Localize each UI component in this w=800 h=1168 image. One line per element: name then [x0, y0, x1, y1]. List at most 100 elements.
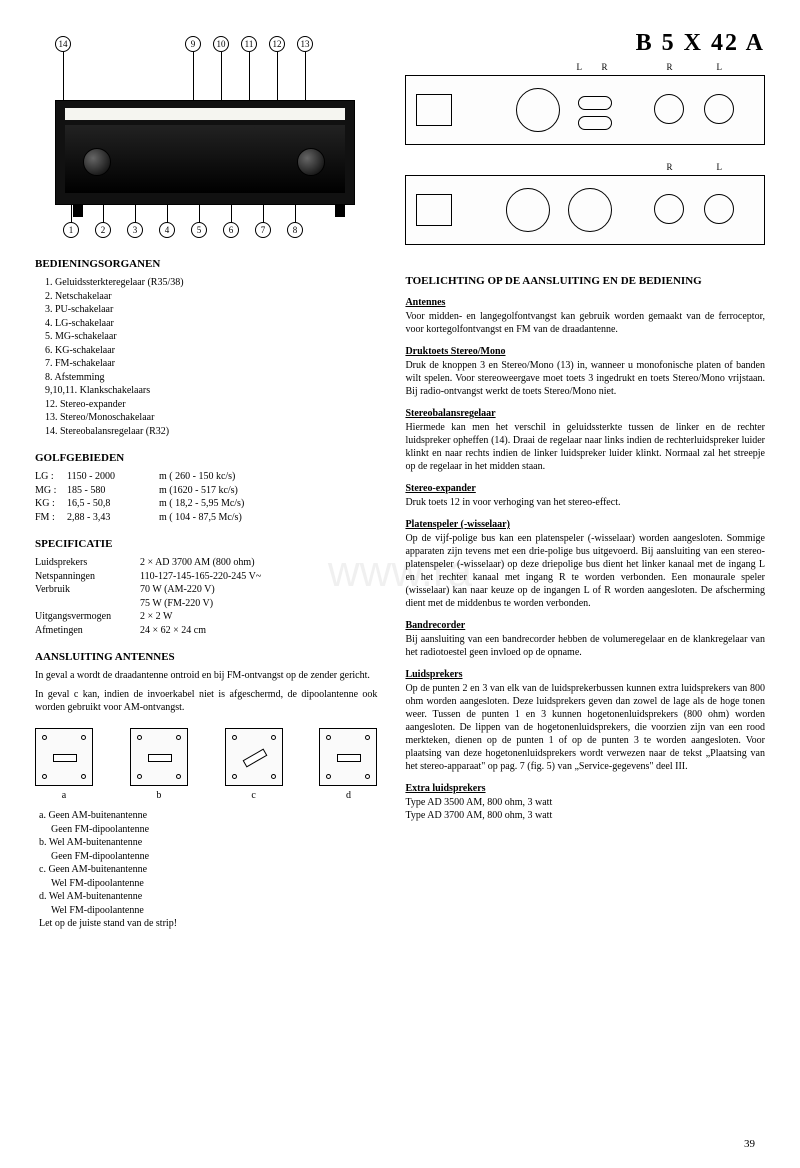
speaker-socket-icon — [654, 194, 684, 224]
radio-dial-strip — [65, 108, 345, 120]
radio-leg — [73, 205, 83, 217]
band-row: LG :1150 - 2000m ( 260 - 150 kc/s) — [35, 470, 377, 484]
control-item: 8. Afstemming — [45, 371, 377, 385]
antenna-legend-item: Let op de juiste stand van de strip! — [39, 917, 377, 931]
callout-line — [135, 205, 136, 223]
model-number: B 5 X 42 A — [405, 30, 765, 57]
control-item: 5. MG-schakelaar — [45, 330, 377, 344]
socket-icon — [416, 194, 452, 226]
label-R: R — [601, 62, 607, 72]
band-row: FM :2,88 - 3,43m ( 104 - 87,5 Mc/s) — [35, 511, 377, 525]
antenna-fig-label: b — [156, 790, 161, 801]
right-main-heading: TOELICHTING OP DE AANSLUITING EN DE BEDI… — [405, 275, 765, 287]
control-item: 4. LG-schakelaar — [45, 317, 377, 331]
body-text: Type AD 3500 AM, 800 ohm, 3 watt Type AD… — [405, 796, 765, 822]
spec-row: Verbruik70 W (AM-220 V) — [35, 583, 377, 597]
callout-line — [263, 205, 264, 223]
callout-1: 1 — [63, 222, 79, 238]
callout-11: 11 — [241, 36, 257, 52]
socket-icon — [416, 94, 452, 126]
antenna-fig-b: b — [130, 728, 188, 801]
antenna-intro-2: In geval c kan, indien de invoerkabel ni… — [35, 688, 377, 714]
sub-balance: Stereobalansregelaar — [405, 408, 765, 419]
control-item: 13. Stereo/Monoschakelaar — [45, 411, 377, 425]
callout-9: 9 — [185, 36, 201, 52]
antenna-legend-item: Geen FM-dipoolantenne — [39, 823, 377, 837]
callout-3: 3 — [127, 222, 143, 238]
control-item: 7. FM-schakelaar — [45, 357, 377, 371]
callout-7: 7 — [255, 222, 271, 238]
antenna-fig-label: d — [346, 790, 351, 801]
sub-expander: Stereo-expander — [405, 483, 765, 494]
antenna-legend-item: Geen FM-dipoolantenne — [39, 850, 377, 864]
body-text: Op de vijf-polige bus kan een platenspel… — [405, 532, 765, 610]
callout-line — [103, 205, 104, 223]
antenna-fig-c: c — [225, 728, 283, 801]
label-R: R — [666, 62, 672, 72]
band-row: MG :185 - 580m (1620 - 517 kc/s) — [35, 484, 377, 498]
callout-line — [277, 52, 278, 100]
antenna-legend-item: Wel FM-dipoolantenne — [39, 904, 377, 918]
control-item: 2. Netschakelaar — [45, 290, 377, 304]
callout-4: 4 — [159, 222, 175, 238]
callout-8: 8 — [287, 222, 303, 238]
callout-line — [231, 205, 232, 223]
spec-row: Netspanningen110-127-145-165-220-245 V~ — [35, 570, 377, 584]
callout-line — [221, 52, 222, 100]
callout-line — [305, 52, 306, 100]
sub-extra-luidsprekers: Extra luidsprekers — [405, 783, 765, 794]
speaker-socket-icon — [704, 194, 734, 224]
body-text: Op de punten 2 en 3 van elk van de luids… — [405, 682, 765, 773]
body-text: Bij aansluiting van een bandrecorder heb… — [405, 633, 765, 659]
sub-stereo-mono: Druktoets Stereo/Mono — [405, 346, 765, 357]
connector-icon — [568, 188, 612, 232]
body-text: Voor midden- en langegolfontvangst kan g… — [405, 310, 765, 336]
spec-row: Luidsprekers2 × AD 3700 AM (800 ohm) — [35, 556, 377, 570]
sub-luidsprekers: Luidsprekers — [405, 669, 765, 680]
connector-icon — [506, 188, 550, 232]
specs-heading: SPECIFICATIE — [35, 538, 377, 550]
specs-table: Luidsprekers2 × AD 3700 AM (800 ohm) Net… — [35, 556, 377, 637]
antenna-legend-item: c. Geen AM-buitenantenne — [39, 863, 377, 877]
control-item: 3. PU-schakelaar — [45, 303, 377, 317]
callout-line — [295, 205, 296, 223]
sub-bandrecorder: Bandrecorder — [405, 620, 765, 631]
control-item: 14. Stereobalansregelaar (R32) — [45, 425, 377, 439]
sub-antennes: Antennes — [405, 297, 765, 308]
bands-heading: GOLFGEBIEDEN — [35, 452, 377, 464]
antenna-legend-item: b. Wel AM-buitenantenne — [39, 836, 377, 850]
left-column: 14 9 10 11 12 13 1 2 3 4 5 6 7 — [35, 30, 377, 931]
spec-row: 75 W (FM-220 V) — [35, 597, 377, 611]
callout-14: 14 — [55, 36, 71, 52]
right-column: B 5 X 42 A L R R L R L TOELICHTING OP DE… — [405, 30, 765, 931]
antenna-fig-a: a — [35, 728, 93, 801]
callout-line — [167, 205, 168, 223]
antenna-legend-list: a. Geen AM-buitenantenne Geen FM-dipoola… — [35, 809, 377, 931]
control-item: 6. KG-schakelaar — [45, 344, 377, 358]
speaker-socket-icon — [704, 94, 734, 124]
speaker-socket-icon — [654, 94, 684, 124]
page-number: 39 — [744, 1138, 755, 1150]
rear-panel-diagram-2: R L — [405, 175, 765, 245]
label-L: L — [716, 162, 722, 172]
body-text: Hiermede kan men het verschil in geluids… — [405, 421, 765, 473]
radio-leg — [335, 205, 345, 217]
body-text: Druk de knoppen 3 en Stereo/Mono (13) in… — [405, 359, 765, 398]
callout-line — [71, 205, 72, 223]
callout-13: 13 — [297, 36, 313, 52]
connector-icon — [578, 96, 612, 110]
sub-platenspeler: Platenspeler (-wisselaar) — [405, 519, 765, 530]
callout-line — [193, 52, 194, 100]
label-R: R — [666, 162, 672, 172]
bands-table: LG :1150 - 2000m ( 260 - 150 kc/s) MG :1… — [35, 470, 377, 524]
antenna-figures: a b c — [35, 728, 377, 801]
label-L: L — [716, 62, 722, 72]
controls-list: 1. Geluidssterkteregelaar (R35/38) 2. Ne… — [35, 276, 377, 438]
control-item: 12. Stereo-expander — [45, 398, 377, 412]
spec-row: Uitgangsvermogen2 × 2 W — [35, 610, 377, 624]
band-row: KG :16,5 - 50,8m ( 18,2 - 5,95 Mc/s) — [35, 497, 377, 511]
control-item: 1. Geluidssterkteregelaar (R35/38) — [45, 276, 377, 290]
antenna-fig-label: a — [62, 790, 66, 801]
antenna-fig-label: c — [251, 790, 255, 801]
body-text: Druk toets 12 in voor verhoging van het … — [405, 496, 765, 509]
